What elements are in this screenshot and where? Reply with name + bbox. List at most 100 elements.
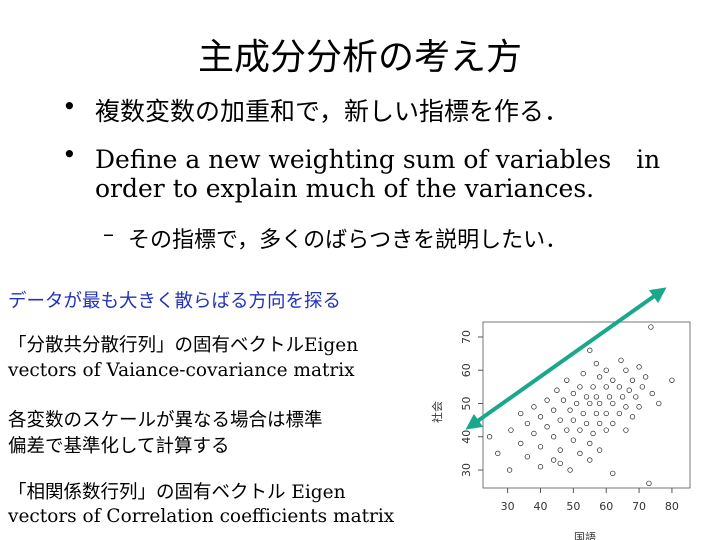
y-tick-label: 50 (460, 397, 473, 411)
point (537, 444, 544, 450)
point (616, 410, 623, 417)
bullet-marker: • (62, 92, 77, 121)
point (557, 460, 563, 467)
note: 「分散共分散行列」の固有ベクトルEigen (8, 335, 359, 356)
point (583, 394, 590, 400)
point (593, 360, 600, 367)
point (619, 394, 626, 400)
point (537, 464, 544, 470)
point (524, 454, 531, 460)
note: 偏差で基準化して計算する (8, 436, 230, 457)
point (603, 367, 609, 373)
bullet-marker: • (62, 140, 77, 169)
x-axis-label: 国語 (574, 530, 596, 540)
point (656, 400, 662, 407)
x-tick-label: 80 (665, 500, 679, 513)
point (577, 384, 583, 390)
point (587, 457, 593, 463)
point (580, 410, 586, 417)
point (495, 450, 501, 457)
point (603, 410, 609, 417)
point (567, 407, 573, 413)
title: 主成分分析の考え方 (197, 37, 522, 78)
point (623, 427, 629, 433)
point (550, 457, 557, 463)
point (577, 450, 583, 457)
point (610, 420, 616, 427)
x-tick-label: 30 (501, 500, 515, 513)
point (633, 394, 639, 400)
point (603, 427, 609, 433)
point (550, 434, 557, 440)
point (618, 357, 624, 363)
note: 各変数のスケールが異なる場合は標準 (8, 410, 323, 431)
point (486, 434, 493, 440)
point (537, 414, 544, 420)
point (524, 420, 531, 427)
point (623, 367, 629, 373)
bullet: order to explain much of the variances. (95, 174, 595, 203)
y-axis-label: 社会 (430, 401, 444, 423)
point (587, 347, 593, 353)
x-tick-label: 50 (566, 500, 580, 513)
point (570, 390, 577, 397)
point (642, 374, 649, 380)
point (610, 470, 616, 477)
point (596, 420, 603, 427)
sub-bullet: その指標で，多くのばらつきを説明したい． (128, 228, 568, 253)
point (636, 404, 642, 410)
point (577, 427, 583, 433)
point (587, 440, 593, 447)
plot-frame (482, 321, 691, 489)
point (593, 410, 600, 417)
point (593, 394, 600, 400)
point (557, 417, 563, 423)
point (550, 407, 557, 413)
principal-axis-arrow (465, 287, 667, 430)
point (544, 424, 550, 430)
note: 「相関係数行列」の固有ベクトル Eigen (8, 482, 346, 503)
point (610, 377, 616, 383)
bullet: Define a new weighting sum of variables … (95, 145, 661, 174)
y-tick-label: 70 (460, 330, 473, 344)
note: データが最も大きく散らばる方向を探る (8, 291, 342, 312)
note: vectors of Vaiance-covariance matrix (8, 360, 355, 381)
point (590, 384, 596, 390)
point (596, 400, 603, 407)
point (573, 400, 580, 407)
point (639, 384, 646, 390)
point (610, 400, 616, 407)
point (554, 387, 560, 393)
y-tick-label: 60 (460, 363, 473, 377)
x-tick-label: 40 (534, 500, 548, 513)
point (636, 364, 642, 370)
point (583, 420, 590, 427)
point (531, 404, 537, 410)
point (623, 404, 629, 410)
point (626, 387, 632, 393)
point (570, 437, 577, 443)
point (518, 410, 524, 417)
point (560, 397, 567, 403)
note: vectors of Correlation coefficients matr… (8, 506, 395, 527)
point (587, 400, 593, 407)
point (629, 377, 636, 383)
point (649, 390, 655, 397)
point (506, 467, 513, 473)
point (564, 377, 570, 383)
point (596, 447, 603, 453)
point (567, 467, 573, 473)
x-tick-label: 60 (599, 500, 613, 513)
sub-bullet-marker: – (103, 222, 114, 247)
point (646, 480, 652, 486)
y-tick-label: 40 (460, 430, 473, 444)
point (531, 430, 537, 437)
point (518, 440, 524, 447)
point (580, 370, 586, 377)
point (508, 427, 514, 433)
point (603, 384, 609, 390)
point (629, 414, 636, 420)
point (596, 374, 603, 380)
point (570, 417, 577, 423)
